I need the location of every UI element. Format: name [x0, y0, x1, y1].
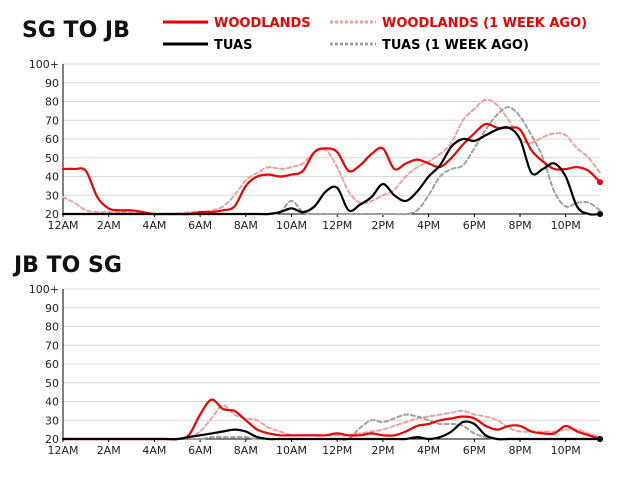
x-tick-label: 4AM [142, 219, 166, 232]
y-tick-label: 100+ [29, 283, 59, 296]
y-tick-label: 30 [45, 189, 59, 202]
x-tick-label: 8AM [234, 219, 258, 232]
x-tick-label: 2PM [371, 444, 394, 457]
legend-label: TUAS [214, 38, 252, 53]
x-tick-label: 8PM [508, 219, 531, 232]
legend-label: TUAS (1 WEEK AGO) [382, 38, 529, 53]
legend-item-tuas-1-week-ago: TUAS (1 WEEK AGO) [330, 38, 529, 53]
y-tick-label: 90 [45, 77, 59, 90]
y-tick-label: 40 [45, 171, 59, 184]
y-tick-label: 30 [45, 414, 59, 427]
x-tick-label: 6PM [463, 444, 486, 457]
y-tick-label: 20 [45, 208, 59, 221]
x-tick-label: 2AM [97, 444, 121, 457]
chart-title-sg-to-jb: SG TO JB [22, 18, 130, 43]
x-tick-label: 10PM [551, 219, 581, 232]
x-tick-label: 12PM [322, 219, 352, 232]
x-tick-label: 12AM [47, 444, 78, 457]
x-tick-label: 2PM [371, 219, 394, 232]
legend-item-tuas: TUAS [163, 38, 252, 53]
series-line-woodlands [61, 398, 602, 441]
x-tick-label: 4AM [142, 444, 166, 457]
series-endpoint-marker [597, 179, 603, 186]
x-tick-label: 10AM [276, 444, 307, 457]
x-tick-label: 2AM [97, 219, 121, 232]
legend-item-woodlands: WOODLANDS [163, 16, 311, 31]
y-tick-label: 50 [45, 377, 59, 390]
y-tick-label: 50 [45, 152, 59, 165]
y-tick-label: 90 [45, 302, 59, 315]
x-tick-label: 6AM [188, 444, 212, 457]
x-tick-label: 10AM [276, 219, 307, 232]
x-tick-label: 10PM [551, 444, 581, 457]
y-tick-label: 60 [45, 358, 59, 371]
x-tick-label: 12AM [47, 219, 78, 232]
legend-label: WOODLANDS [214, 16, 311, 31]
x-tick-label: 4PM [417, 219, 440, 232]
y-tick-label: 60 [45, 133, 59, 146]
series-line-tuas [61, 420, 602, 441]
x-tick-label: 4PM [417, 444, 440, 457]
series-line-tuas [61, 126, 602, 216]
y-tick-label: 80 [45, 321, 59, 334]
x-tick-label: 6PM [463, 219, 486, 232]
legend-label: WOODLANDS (1 WEEK AGO) [382, 16, 587, 31]
chart-title-jb-to-sg: JB TO SG [12, 253, 122, 278]
y-tick-label: 20 [45, 433, 59, 446]
x-tick-label: 8PM [508, 444, 531, 457]
series-endpoint-marker [597, 436, 603, 442]
x-tick-label: 12PM [322, 444, 352, 457]
x-tick-label: 6AM [188, 219, 212, 232]
legend-item-woodlands-1-week-ago: WOODLANDS (1 WEEK AGO) [330, 16, 587, 31]
legend: WOODLANDS WOODLANDS (1 WEEK AGO) TUAS TU… [163, 16, 587, 53]
y-tick-label: 80 [45, 96, 59, 109]
x-tick-label: 8AM [234, 444, 258, 457]
y-tick-label: 70 [45, 339, 59, 352]
y-tick-label: 100+ [29, 58, 59, 71]
y-tick-label: 40 [45, 396, 59, 409]
plot-sg-to-jb: 20 30 40 50 60 70 80 90 100+ 12AM 2AM 4AM 6AM 8AM 10AM… [29, 58, 603, 232]
series-line-tuas-1-week-ago [62, 106, 601, 216]
series-endpoint-marker [597, 211, 603, 217]
y-tick-label: 70 [45, 114, 59, 127]
plot-jb-to-sg: 20 30 40 50 60 70 80 90 100+ 12AM 2AM 4AM 6AM 8AM 10AM… [29, 283, 603, 457]
